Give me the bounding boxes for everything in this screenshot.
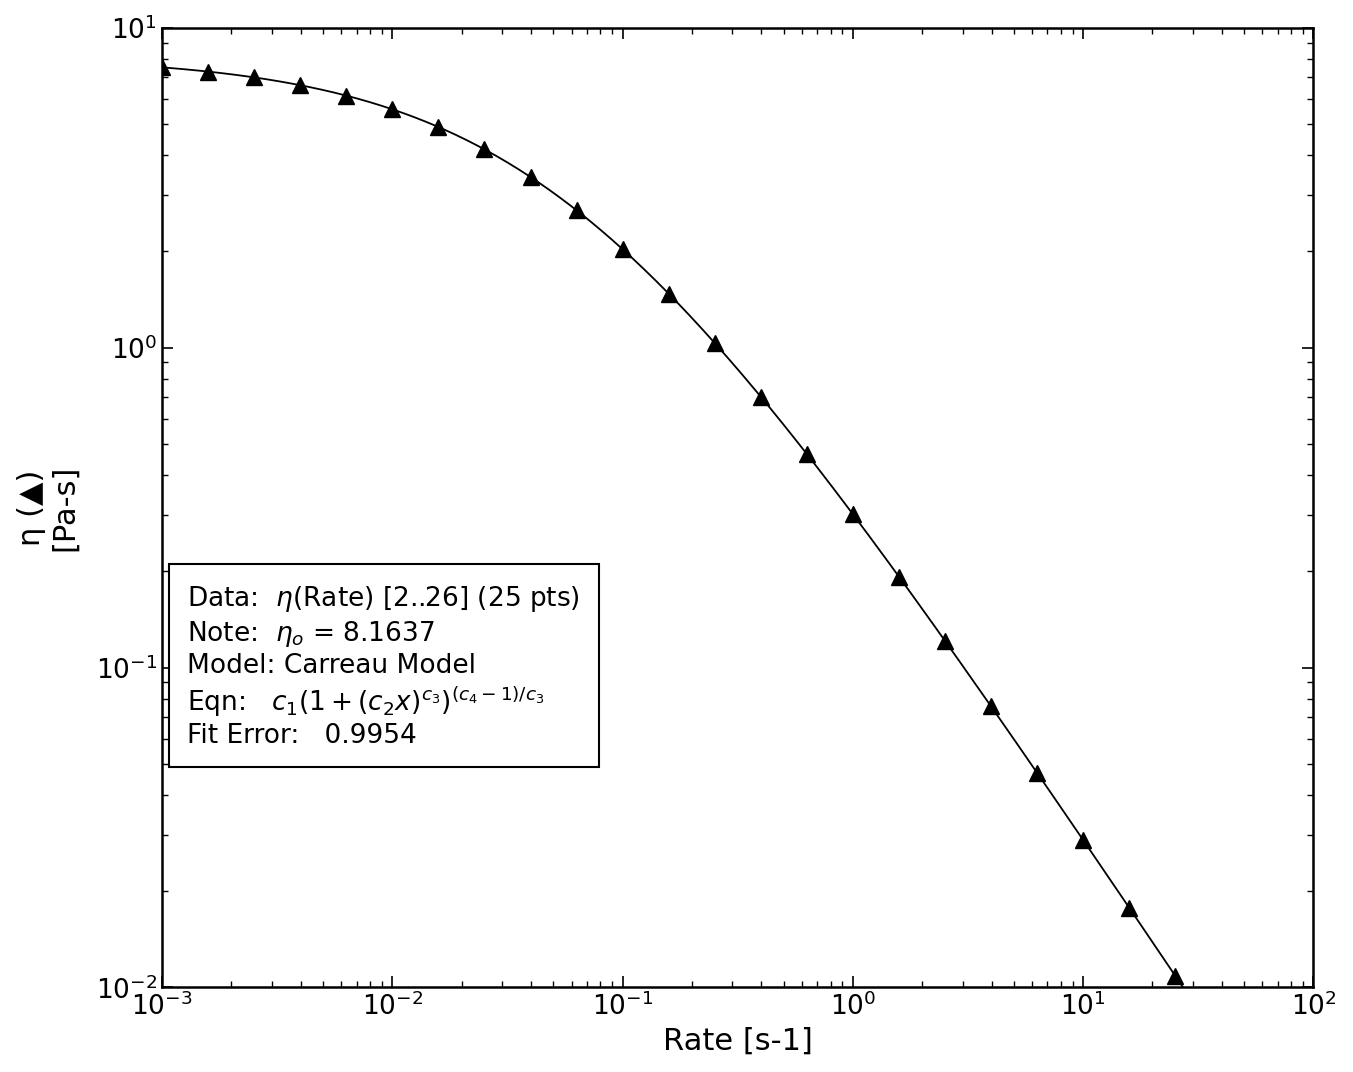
X-axis label: Rate [s-1]: Rate [s-1] (663, 1026, 813, 1055)
Text: Data:  $\eta$(Rate) [2..26] (25 pts)
Note:  $\eta_o$ = 8.1637
Model: Carreau Mod: Data: $\eta$(Rate) [2..26] (25 pts) Note… (188, 584, 580, 748)
Y-axis label: η (▲)
[Pa-s]: η (▲) [Pa-s] (16, 464, 80, 551)
